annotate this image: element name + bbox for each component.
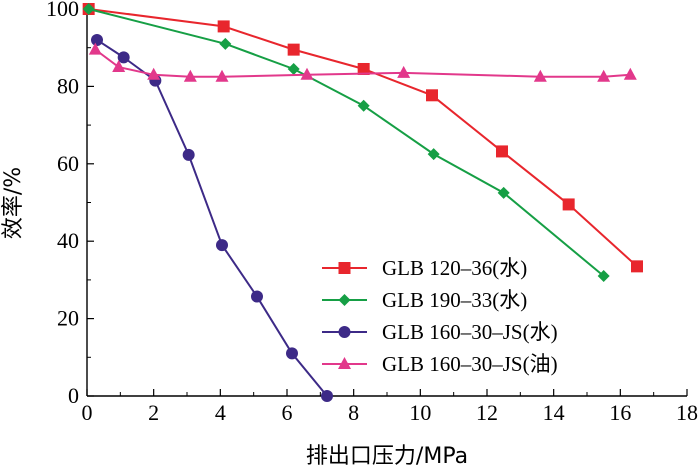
data-point bbox=[112, 60, 126, 73]
data-point bbox=[427, 148, 440, 161]
data-point bbox=[287, 43, 300, 56]
series-line bbox=[88, 8, 638, 268]
y-tick-label: 100 bbox=[46, 0, 79, 21]
data-point bbox=[216, 239, 228, 252]
data-point bbox=[533, 69, 547, 82]
series-layer bbox=[82, 3, 643, 402]
y-tick-label: 0 bbox=[68, 383, 79, 408]
x-tick-label: 0 bbox=[82, 400, 93, 425]
data-point bbox=[426, 89, 438, 102]
data-point bbox=[496, 145, 508, 158]
data-point bbox=[147, 67, 161, 80]
legend-marker bbox=[338, 262, 351, 274]
x-tick-label: 2 bbox=[148, 400, 159, 425]
legend: GLB 120–36(水) GLB 190–33(水) GLB 160–30–JS(… bbox=[322, 256, 558, 376]
series-line bbox=[88, 8, 605, 277]
x-axis-title: 排出口压力/MPa bbox=[306, 444, 468, 469]
series-2 bbox=[82, 3, 610, 283]
legend-label: GLB 190–33(水) bbox=[382, 288, 527, 312]
data-point bbox=[357, 62, 370, 75]
data-point bbox=[183, 69, 197, 82]
data-point bbox=[286, 347, 298, 360]
data-point bbox=[88, 42, 102, 55]
data-point bbox=[597, 270, 610, 283]
data-point bbox=[321, 390, 333, 402]
series-1 bbox=[82, 3, 643, 273]
data-point bbox=[562, 198, 575, 211]
data-point bbox=[217, 20, 230, 33]
legend-label: GLB 120–36(水) bbox=[382, 256, 527, 280]
data-point bbox=[397, 65, 411, 78]
x-tick-label: 4 bbox=[215, 400, 226, 425]
data-point bbox=[215, 69, 229, 82]
data-point bbox=[287, 62, 300, 75]
data-point bbox=[597, 69, 611, 82]
y-tick-label: 60 bbox=[57, 151, 79, 176]
data-point bbox=[631, 260, 643, 273]
data-point bbox=[82, 3, 95, 15]
legend-label: GLB 160–30–JS(油) bbox=[382, 352, 558, 376]
series-line bbox=[94, 48, 631, 78]
data-point bbox=[497, 186, 510, 199]
data-point bbox=[182, 148, 195, 161]
y-axis-title: 效率/% bbox=[1, 167, 26, 239]
y-tick-label: 40 bbox=[57, 228, 79, 253]
series-line bbox=[96, 39, 328, 397]
series-3 bbox=[91, 33, 333, 402]
y-tick-label: 80 bbox=[57, 73, 79, 98]
x-tick-label: 6 bbox=[282, 400, 293, 425]
legend-marker bbox=[338, 357, 351, 369]
data-point bbox=[117, 51, 130, 64]
legend-item: GLB 190–33(水) bbox=[322, 288, 527, 312]
data-point bbox=[300, 67, 314, 80]
legend-item: GLB 120–36(水) bbox=[322, 256, 527, 280]
x-tick-label: 8 bbox=[348, 400, 359, 425]
data-point bbox=[357, 99, 370, 112]
data-point bbox=[219, 37, 232, 50]
data-point bbox=[91, 33, 103, 46]
x-tick-label: 10 bbox=[409, 400, 431, 425]
x-tick-label: 12 bbox=[476, 400, 498, 425]
legend-item: GLB 160–30–JS(油) bbox=[322, 352, 558, 376]
x-tick-label: 16 bbox=[609, 400, 631, 425]
legend-label: GLB 160–30–JS(水) bbox=[382, 320, 558, 344]
x-tick-label: 14 bbox=[543, 400, 565, 425]
legend-marker bbox=[338, 326, 351, 338]
data-point bbox=[623, 67, 637, 80]
data-point bbox=[251, 290, 263, 303]
y-tick-label: 20 bbox=[57, 306, 79, 331]
legend-marker bbox=[338, 294, 351, 306]
series-4 bbox=[88, 42, 637, 82]
legend-item: GLB 160–30–JS(水) bbox=[322, 320, 558, 344]
axes: 0 2 4 6 8 10 12 14 16 18 0 20 40 60 80 100 bbox=[46, 0, 698, 425]
x-tick-label: 18 bbox=[676, 400, 698, 425]
